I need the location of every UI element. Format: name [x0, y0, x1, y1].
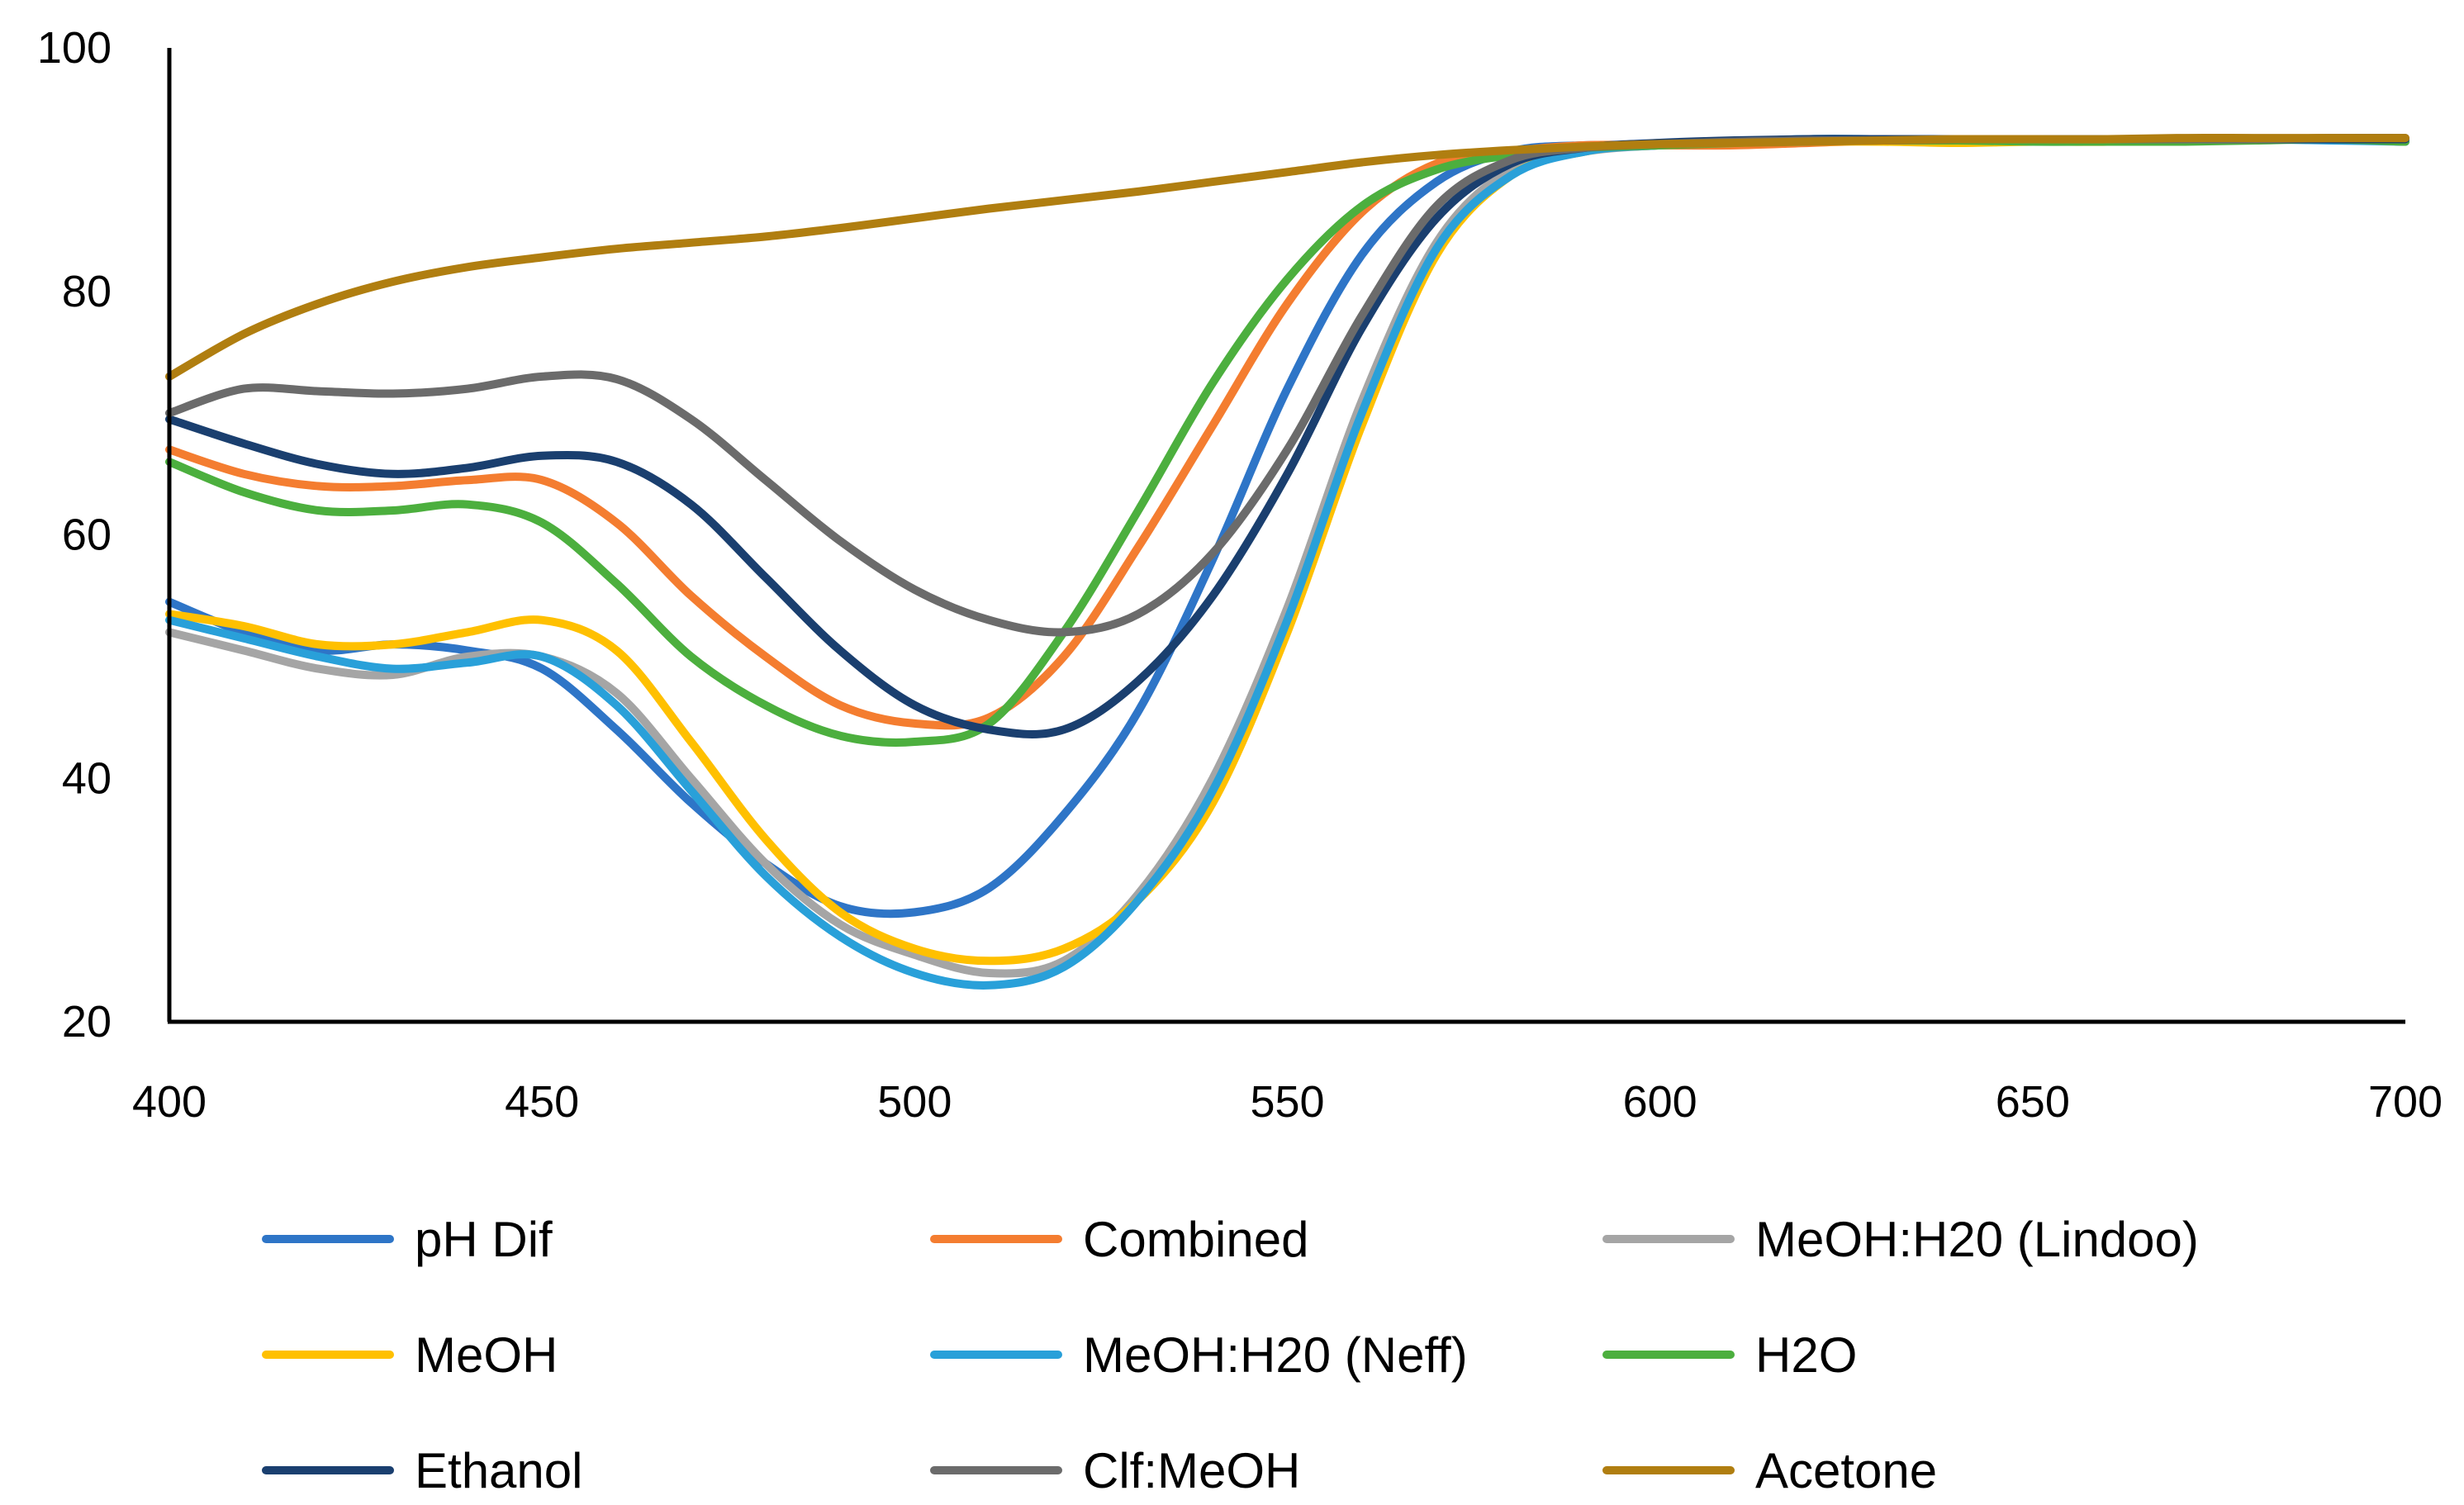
x-tick-label-500: 500 [877, 1077, 952, 1127]
legend-item-meoh-h20-neff: MeOH:H20 (Neff) [930, 1327, 1468, 1383]
legend-label-meoh-h20-neff: MeOH:H20 (Neff) [1083, 1327, 1468, 1383]
series-line-ph-dif [165, 135, 2409, 919]
axes-layer [167, 48, 2405, 1024]
legend-label-h2o: H2O [1755, 1327, 1857, 1383]
series-layer [165, 133, 2409, 990]
x-tick-label-550: 550 [1250, 1077, 1324, 1127]
legend-label-ethanol: Ethanol [415, 1443, 583, 1498]
y-tick-label-60: 60 [62, 510, 112, 560]
x-tick-label-650: 650 [1996, 1077, 2070, 1127]
x-tick-label-700: 700 [2368, 1077, 2443, 1127]
x-tick-label-450: 450 [505, 1077, 579, 1127]
legend-label-ph-dif: pH Dif [415, 1212, 553, 1267]
legend-label-combined: Combined [1083, 1212, 1309, 1267]
legend-item-meoh: MeOH [262, 1327, 558, 1383]
legend-label-meoh: MeOH [415, 1327, 558, 1383]
legend-label-acetone: Acetone [1755, 1443, 1937, 1498]
y-tick-label-100: 100 [37, 23, 112, 73]
series-line-ethanol [165, 135, 2409, 738]
ticks-layer: 20 40 60 80 100 400 450 500 550 600 650 700 [37, 23, 2443, 1127]
x-tick-label-400: 400 [132, 1077, 207, 1127]
y-tick-label-20: 20 [62, 997, 112, 1047]
legend-item-meoh-h20-lindoo: MeOH:H20 (Lindoo) [1602, 1212, 2199, 1267]
legend-item-h2o: H2O [1602, 1327, 1857, 1383]
series-line-acetone [165, 133, 2409, 381]
legend-item-combined: Combined [930, 1212, 1309, 1267]
legend-item-ethanol: Ethanol [262, 1443, 583, 1498]
legend-item-clf-meoh: Clf:MeOH [930, 1443, 1300, 1498]
x-tick-label-600: 600 [1623, 1077, 1697, 1127]
legend-label-clf-meoh: Clf:MeOH [1083, 1443, 1300, 1498]
legend: pH Dif Combined MeOH:H20 (Lindoo) MeOH MeOH:… [262, 1212, 2199, 1498]
legend-item-ph-dif: pH Dif [262, 1212, 553, 1267]
y-tick-label-80: 80 [62, 267, 112, 316]
y-tick-label-40: 40 [62, 753, 112, 803]
legend-item-acetone: Acetone [1602, 1443, 1937, 1498]
legend-label-meoh-h20-lindoo: MeOH:H20 (Lindoo) [1755, 1212, 2199, 1267]
